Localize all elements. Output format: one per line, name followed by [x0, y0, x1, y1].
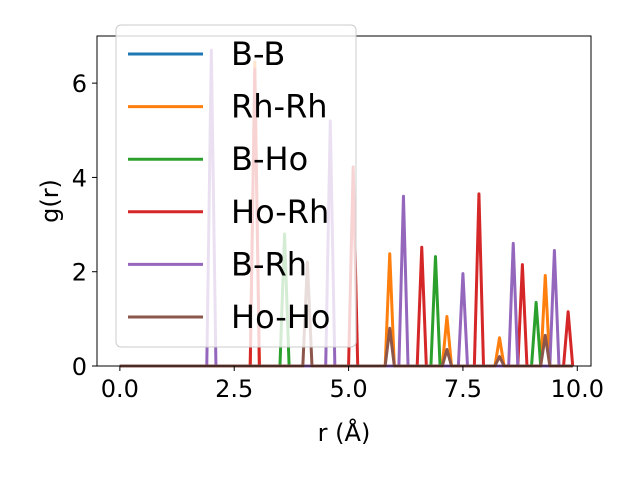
legend-label: Rh-Rh	[231, 88, 328, 126]
legend-label: Ho-Rh	[231, 193, 329, 231]
x-axis-label: r (Å)	[318, 418, 371, 447]
legend-label: B-Rh	[231, 245, 307, 283]
legend-label: Ho-Ho	[231, 298, 330, 336]
y-tick-label: 2	[72, 259, 87, 287]
x-tick-label: 10.0	[551, 375, 604, 403]
x-tick-label: 5.0	[329, 375, 367, 403]
x-axis-ticks: 0.0 2.5 5.0 7.5 10.0	[101, 366, 604, 403]
y-tick-label: 4	[72, 164, 87, 192]
legend-label: B-B	[231, 35, 285, 73]
legend-label: B-Ho	[231, 140, 308, 178]
legend: B-B Rh-Rh B-Ho Ho-Rh B-Rh Ho-Ho	[115, 24, 357, 348]
y-axis-ticks: 0 2 4 6	[72, 70, 97, 381]
y-tick-label: 6	[72, 70, 87, 98]
x-tick-label: 0.0	[101, 375, 139, 403]
x-tick-label: 7.5	[444, 375, 482, 403]
y-axis-label: g(r)	[36, 179, 64, 223]
x-tick-label: 2.5	[215, 375, 253, 403]
y-tick-label: 0	[72, 353, 87, 381]
